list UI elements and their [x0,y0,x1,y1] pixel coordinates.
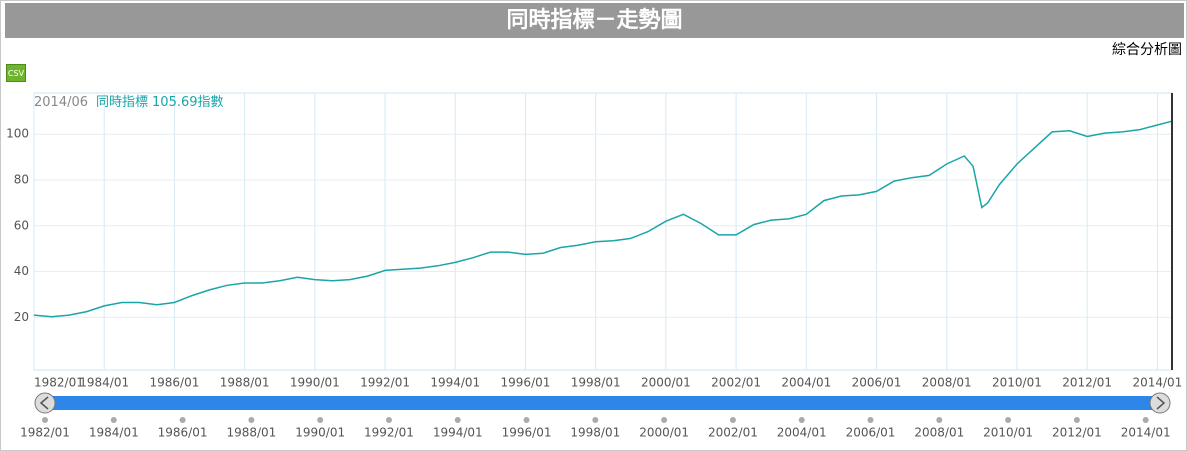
navigator-tick [1142,417,1149,423]
navigator-label: 1998/01 [570,426,620,440]
navigator-label: 2000/01 [639,426,689,440]
arrow-left [39,396,49,410]
x-tick-label: 2008/01 [922,376,972,390]
x-tick-label: 2012/01 [1062,376,1112,390]
y-tick-label: 40 [14,264,29,278]
navigator-label: 2006/01 [846,426,896,440]
navigator-label: 2014/01 [1121,426,1171,440]
navigator-label: 2004/01 [777,426,827,440]
x-tick-label: 2004/01 [781,376,831,390]
title-bar: 同時指標－走勢圖 [5,3,1184,38]
x-tick-label: 2010/01 [992,376,1042,390]
navigator-tick [248,417,255,423]
x-tick-label: 2000/01 [641,376,691,390]
legend: 2014/06 同時指標 105.69指數 [34,95,224,110]
grid [33,93,1172,370]
legend-name: 同時指標 [96,95,148,110]
navigator-tick [110,417,117,423]
navigator-tick [1073,417,1080,423]
analysis-link[interactable]: 綜合分析圖 [1112,42,1182,58]
navigator-label: 2012/01 [1052,426,1102,440]
navigator-tick [729,417,736,423]
x-tick-label: 1994/01 [430,376,480,390]
legend-date: 2014/06 [34,95,88,110]
navigator-tick [661,417,668,423]
navigator-label: 2008/01 [914,426,964,440]
navigator-tick [523,417,530,423]
navigator-label: 2002/01 [708,426,758,440]
navigator-label: 1982/01 [20,426,70,440]
legend-value: 105.69 [152,95,198,110]
navigator-tick [454,417,461,423]
navigator-label: 1994/01 [433,426,483,440]
x-tick-label: 1982/01 [34,376,84,390]
navigator-label: 1992/01 [364,426,414,440]
navigator-tick [936,417,943,423]
x-tick-label: 1984/01 [79,376,129,390]
y-tick-label: 100 [6,127,29,141]
series-line [33,120,1173,318]
arrow-right [1156,396,1166,410]
navigator-tick [385,417,392,423]
x-tick-label: 1998/01 [571,376,621,390]
navigator-tick [317,417,324,423]
navigator-label: 1990/01 [295,426,345,440]
navigator-tick [1005,417,1012,423]
legend-unit: 指數 [198,95,224,110]
navigator-label: 1986/01 [158,426,208,440]
navigator-tick [179,417,186,423]
navigator-tick [42,417,48,423]
navigator-label: 1988/01 [226,426,276,440]
x-tick-label: 1986/01 [149,376,199,390]
navigator-right[interactable] [1149,392,1171,414]
navigator-bar[interactable] [45,396,1160,410]
y-tick-label: 80 [14,172,29,186]
y-tick-label: 20 [14,310,29,324]
x-tick-label: 1988/01 [220,376,270,390]
navigator-label: 1996/01 [502,426,552,440]
x-tick-label: 1990/01 [290,376,340,390]
x-tick-label: 2006/01 [852,376,902,390]
navigator-tick [592,417,599,423]
y-tick-label: 60 [14,218,29,232]
navigator-left[interactable] [34,392,56,414]
x-tick-label: 1996/01 [501,376,551,390]
x-tick-label: 2002/01 [711,376,761,390]
x-tick-label: 2014/01 [1132,376,1182,390]
navigator-tick [798,417,805,423]
navigator-tick [867,417,874,423]
navigator-label: 2010/01 [983,426,1033,440]
navigator-label: 1984/01 [89,426,139,440]
csv-button[interactable]: CSV [6,64,26,82]
x-tick-label: 1992/01 [360,376,410,390]
